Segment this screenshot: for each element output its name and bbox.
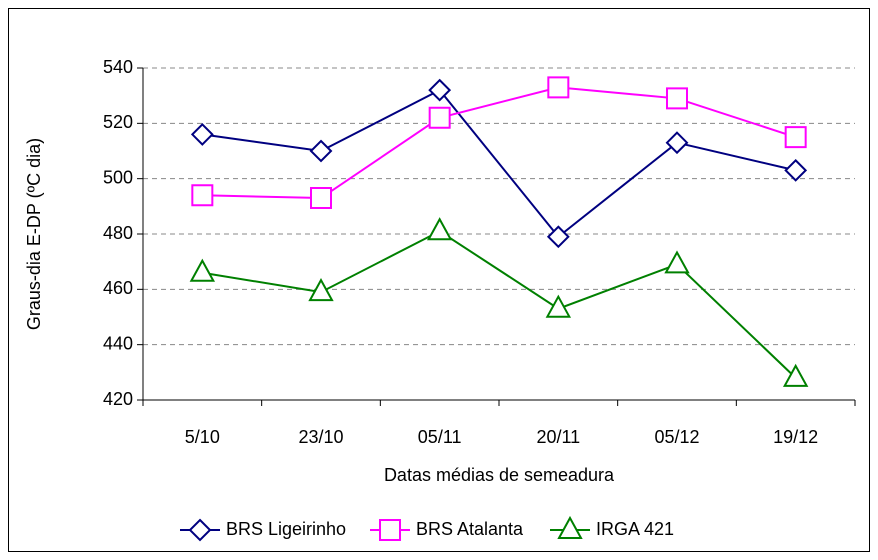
x-tick-label: 19/12 <box>773 427 818 447</box>
data-point <box>190 122 214 146</box>
y-tick-label: 500 <box>103 167 133 187</box>
y-tick-label: 480 <box>103 223 133 243</box>
series-line <box>202 88 796 239</box>
legend-label: IRGA 421 <box>596 519 674 539</box>
data-point <box>309 139 333 163</box>
data-point <box>308 278 334 302</box>
data-point <box>784 158 808 182</box>
y-tick-label: 460 <box>103 278 133 298</box>
data-point <box>426 217 453 241</box>
y-axis-title: Graus-dia E-DP (ºC dia) <box>24 138 44 330</box>
data-point <box>428 106 451 129</box>
x-tick-label: 23/10 <box>298 427 343 447</box>
series-line <box>202 86 796 200</box>
data-point <box>782 363 809 387</box>
data-point <box>545 294 572 318</box>
x-tick-label: 05/12 <box>654 427 699 447</box>
x-tick-label: 20/11 <box>536 427 580 447</box>
data-point <box>784 126 807 149</box>
x-tick-label: 05/11 <box>418 427 462 447</box>
series-line <box>202 230 797 379</box>
y-tick-label: 440 <box>103 333 133 353</box>
y-tick-label: 520 <box>103 112 133 132</box>
data-point <box>547 76 570 99</box>
y-tick-label: 420 <box>103 389 133 409</box>
data-point <box>665 131 689 155</box>
y-tick-label: 540 <box>103 57 133 77</box>
x-tick-label: 5/10 <box>185 427 220 447</box>
x-axis-title: Datas médias de semeadura <box>384 465 615 485</box>
data-point <box>664 250 690 274</box>
legend-label: BRS Ligeirinho <box>226 519 346 539</box>
data-point <box>546 225 570 249</box>
legend-marker <box>557 515 583 539</box>
data-point <box>666 87 688 110</box>
data-point <box>310 187 332 210</box>
legend-marker <box>188 518 212 542</box>
data-point <box>189 258 216 282</box>
data-point <box>191 184 214 207</box>
legend-marker <box>379 519 401 541</box>
legend-label: BRS Atalanta <box>416 519 524 539</box>
data-point <box>428 78 452 102</box>
